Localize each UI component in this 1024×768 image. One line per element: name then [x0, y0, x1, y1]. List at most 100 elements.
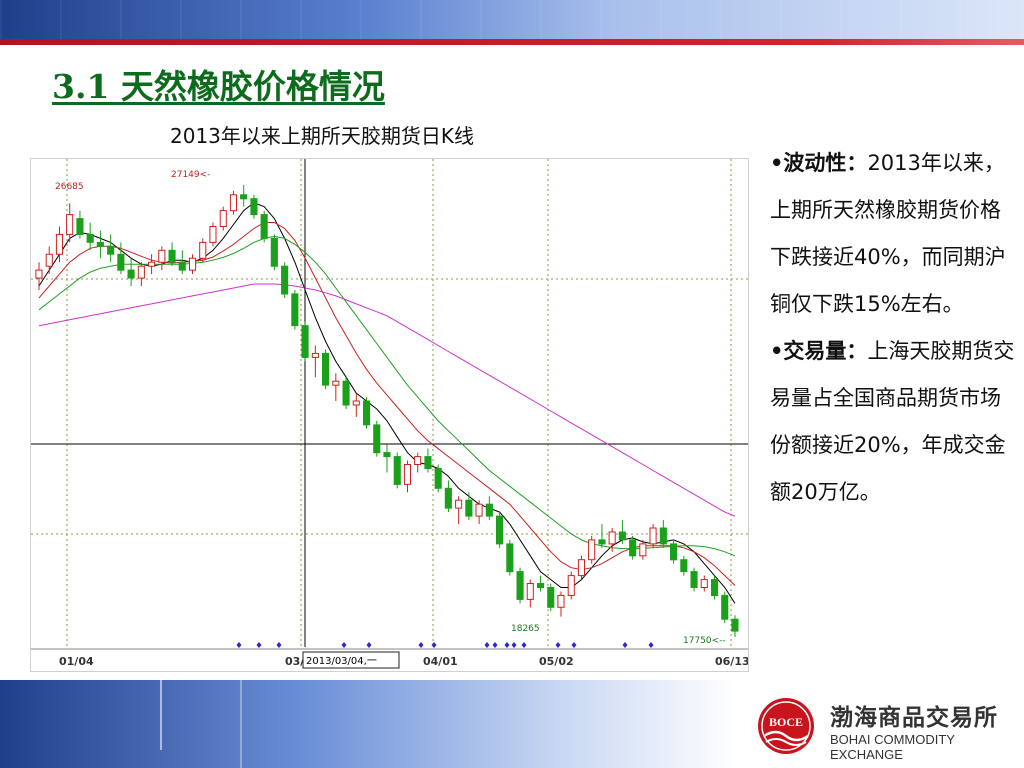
- candle-down: [86, 233, 94, 243]
- event-marker-icon: [571, 642, 577, 648]
- slide-title: 3.1 天然橡胶价格情况: [52, 67, 385, 106]
- event-marker-icon: [418, 642, 424, 648]
- candle-down: [485, 503, 493, 517]
- footer-decor-stripe: [160, 680, 162, 750]
- boce-logo-text: BOCE: [769, 715, 803, 729]
- event-marker-icon: [511, 642, 517, 648]
- candle-up: [45, 253, 53, 267]
- footer-band: [0, 680, 1024, 768]
- candle-up: [588, 539, 596, 561]
- event-marker-icon: [341, 642, 347, 648]
- candle-up: [137, 265, 145, 279]
- candle-down: [629, 539, 637, 557]
- candle-up: [158, 249, 166, 263]
- x-tick-label: 05/02: [539, 655, 574, 668]
- candle-up: [526, 583, 534, 600]
- candle-up: [189, 257, 197, 271]
- x-tick-label: 06/13: [715, 655, 748, 668]
- candle-up: [567, 575, 575, 596]
- price-annotation: 17750<--: [683, 636, 726, 646]
- candle-down: [168, 249, 176, 263]
- event-marker-icon: [366, 642, 372, 648]
- ma-line-green: [38, 235, 736, 557]
- bullet-volatility: •波动性：2013年以来，上期所天然橡胶期货价格下跌接近40%，而同期沪铜仅下跌…: [770, 140, 1015, 328]
- candle-up: [455, 499, 463, 509]
- candle-up: [148, 261, 156, 267]
- candle-down: [670, 543, 678, 561]
- candle-down: [721, 594, 729, 620]
- candle-down: [516, 571, 524, 600]
- candle-down: [393, 456, 401, 485]
- candle-up: [199, 241, 207, 259]
- candle-down: [618, 531, 626, 541]
- candle-down: [363, 400, 371, 426]
- candle-down: [117, 253, 125, 271]
- candle-up: [700, 579, 708, 589]
- event-marker-icon: [492, 642, 498, 648]
- exchange-logo: BOCE 渤海商品交易所 BOHAI COMMODITY EXCHANGE: [752, 690, 1022, 762]
- candle-down: [444, 487, 452, 509]
- event-marker-icon: [555, 642, 561, 648]
- ma-line-red: [38, 222, 736, 586]
- candle-up: [608, 531, 616, 545]
- footer-decor-stripe-2: [240, 680, 242, 768]
- bullet-volume-label: •交易量：: [770, 339, 868, 363]
- cursor-date-label: 2013/03/04,一: [306, 656, 377, 667]
- boce-logo-icon: BOCE: [758, 698, 814, 754]
- candle-up: [219, 210, 227, 227]
- x-tick-label: 01/04: [59, 655, 94, 668]
- candle-down: [96, 241, 104, 247]
- candle-up: [35, 269, 43, 279]
- candle-down: [680, 559, 688, 573]
- candle-down: [690, 571, 698, 589]
- candle-up: [311, 352, 319, 358]
- candle-up: [577, 559, 586, 577]
- candle-up: [209, 226, 217, 243]
- event-marker-icon: [622, 642, 628, 648]
- candle-up: [66, 214, 74, 235]
- bullet-volatility-text: 2013年以来，上期所天然橡胶期货价格下跌接近40%，而同期沪铜仅下跌15%左右…: [770, 151, 1006, 316]
- price-annotation: 18265: [511, 624, 540, 634]
- candle-up: [414, 456, 422, 466]
- candle-down: [250, 198, 258, 216]
- candle-down: [107, 245, 115, 255]
- candle-up: [352, 400, 360, 406]
- candle-up: [229, 194, 237, 212]
- candle-down: [598, 539, 606, 545]
- candle-down: [178, 261, 186, 271]
- bullet-volume: •交易量：上海天胶期货交易量占全国商品期货市场份额接近20%，年成交金额20万亿…: [770, 328, 1015, 516]
- chart-caption: 2013年以来上期所天胶期货日K线: [170, 124, 475, 148]
- candle-up: [475, 503, 483, 517]
- candle-down: [659, 527, 667, 545]
- x-tick-label: 04/01: [423, 655, 458, 668]
- price-annotation: 26685: [55, 182, 84, 192]
- candle-up: [649, 527, 657, 545]
- bullet-volatility-label: •波动性：: [770, 151, 868, 175]
- event-marker-icon: [431, 642, 437, 648]
- candle-down: [373, 424, 381, 454]
- cursor-date-box: [302, 651, 400, 669]
- candle-down: [547, 587, 555, 608]
- x-tick-label: 03/: [285, 655, 305, 668]
- candle-down: [506, 543, 514, 573]
- candle-down: [342, 380, 350, 406]
- exchange-name-cn: 渤海商品交易所: [830, 705, 998, 731]
- candle-down: [301, 325, 309, 358]
- event-marker-icon: [648, 642, 654, 648]
- candle-up: [557, 594, 565, 608]
- candle-down: [424, 456, 432, 470]
- candle-down: [127, 269, 135, 279]
- candle-down: [322, 352, 330, 386]
- candle-down: [711, 579, 719, 597]
- header-band: [0, 0, 1024, 40]
- candle-down: [383, 452, 391, 458]
- bullet-list: •波动性：2013年以来，上期所天然橡胶期货价格下跌接近40%，而同期沪铜仅下跌…: [770, 140, 1015, 516]
- event-marker-icon: [236, 642, 242, 648]
- event-marker-icon: [484, 642, 490, 648]
- header-red-stripe: [0, 39, 1024, 45]
- candle-down: [496, 515, 504, 545]
- candle-down: [240, 194, 248, 200]
- candle-down: [731, 618, 739, 632]
- candle-down: [76, 218, 84, 235]
- candle-down: [465, 499, 473, 517]
